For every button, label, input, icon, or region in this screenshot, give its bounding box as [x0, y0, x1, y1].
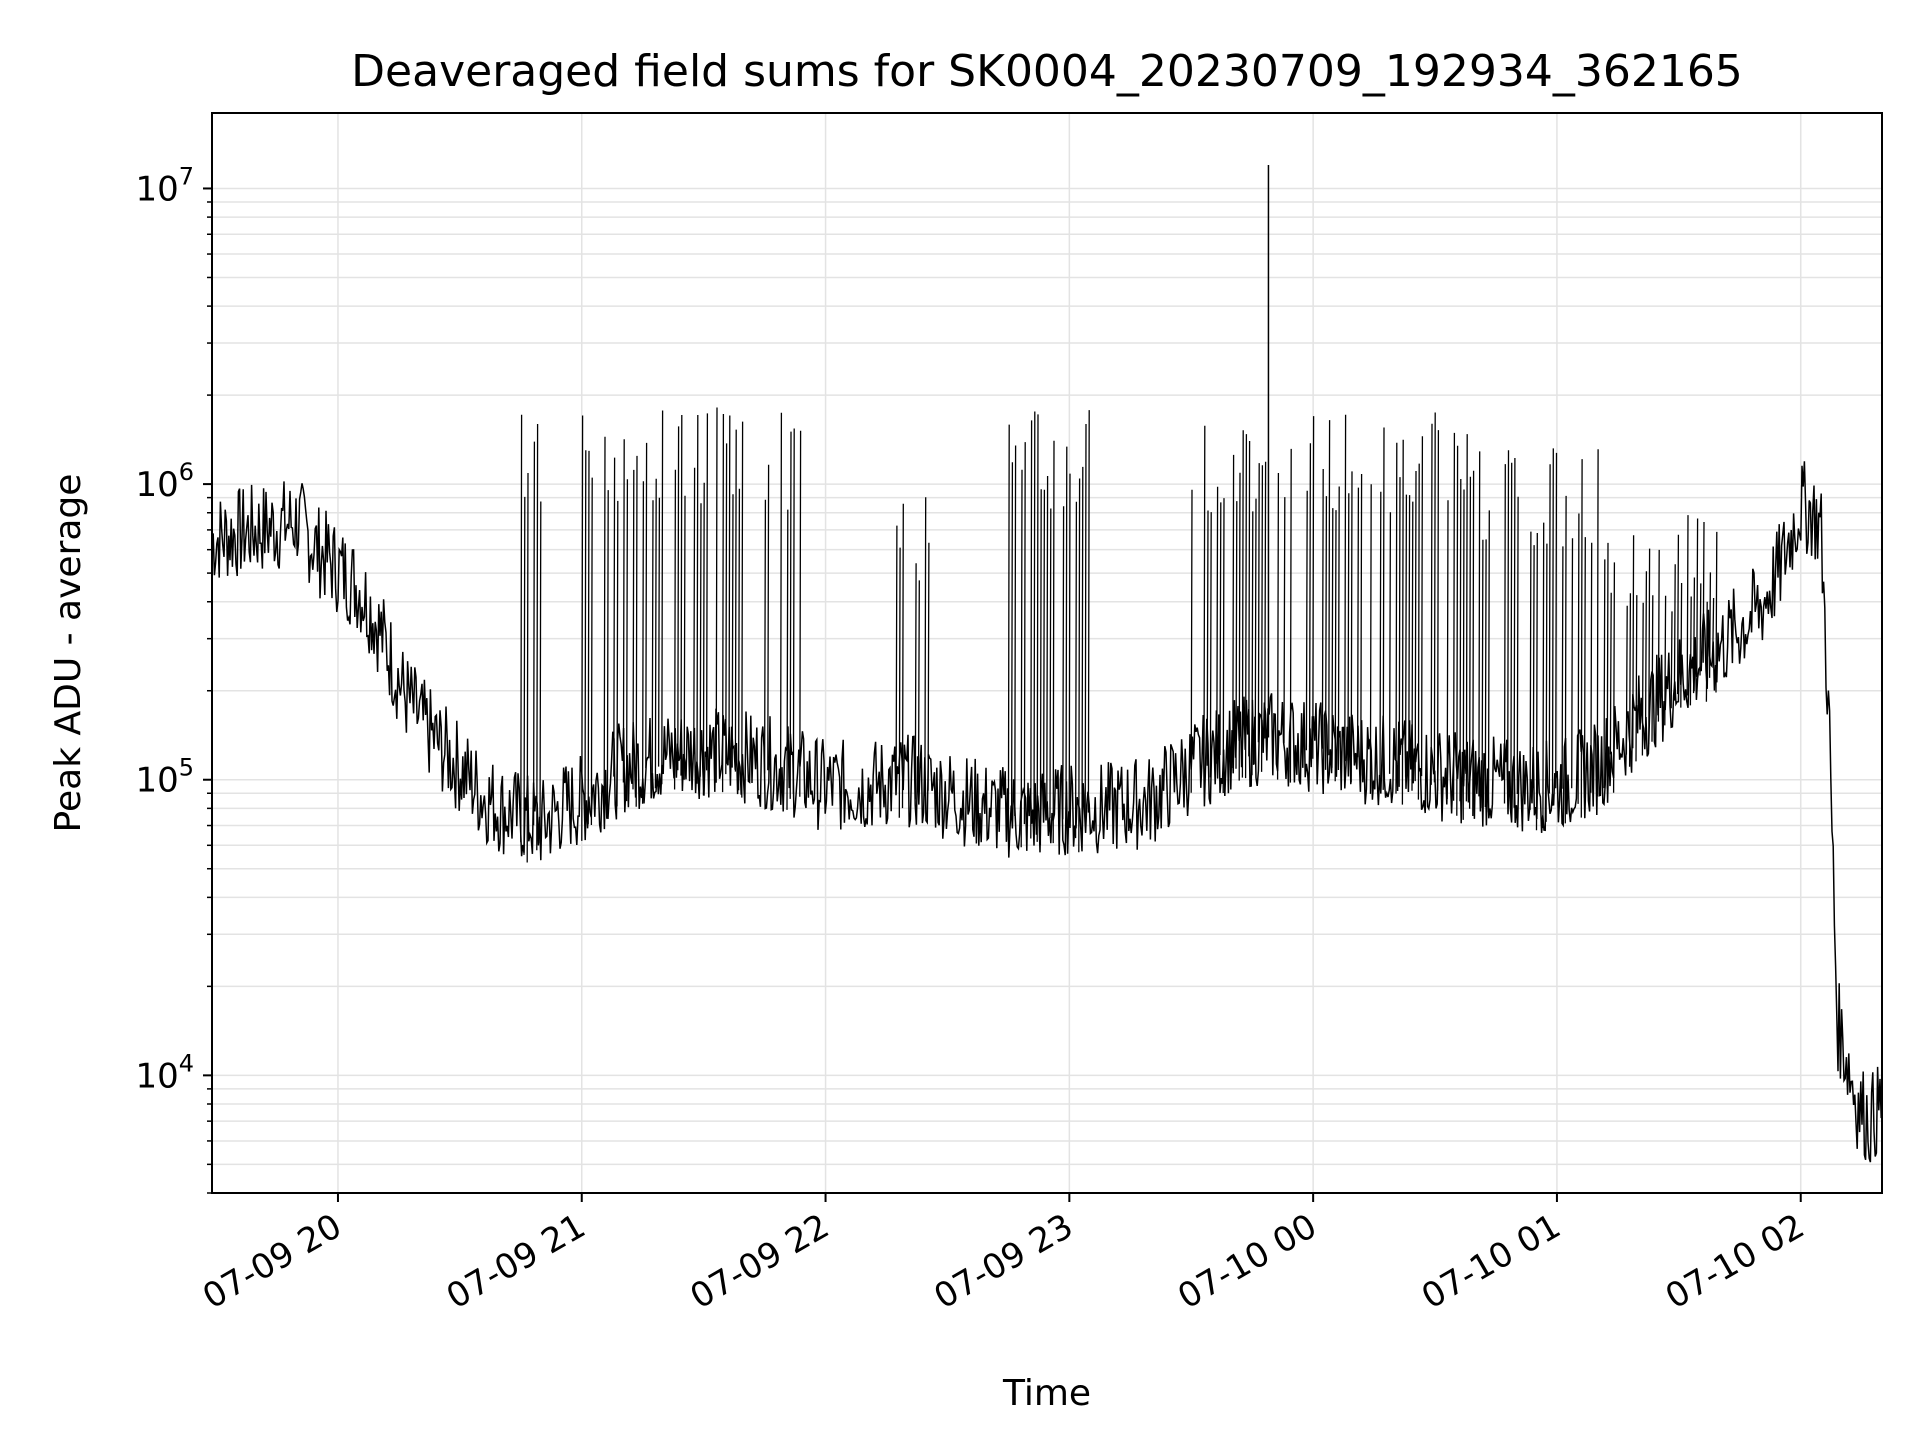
data-line-bursts — [520, 407, 1718, 863]
x-tick-label: 07-09 20 — [196, 1206, 348, 1317]
x-axis: 07-09 20 07-09 21 07-09 22 07-09 23 07-10 00… — [196, 1193, 1811, 1317]
x-tick-label: 07-09 22 — [684, 1206, 836, 1317]
y-tick-label: 104 — [135, 1049, 194, 1096]
y-tick-label: 107 — [135, 162, 194, 209]
x-tick-label: 07-10 01 — [1415, 1206, 1567, 1317]
plot-area — [211, 165, 1882, 1163]
chart-title: Deaveraged field sums for SK0004_2023070… — [351, 46, 1743, 97]
y-tick-label: 106 — [135, 458, 194, 505]
y-axis-label: Peak ADU - average — [48, 474, 89, 833]
data-line — [211, 461, 1882, 1163]
x-tick-label: 07-09 21 — [440, 1206, 592, 1317]
y-axis: 104 105 106 107 — [135, 162, 212, 1194]
axes-frame — [211, 112, 1883, 1194]
x-tick-label: 07-09 23 — [927, 1206, 1079, 1317]
x-axis-label: Time — [1002, 1373, 1091, 1414]
y-tick-label: 105 — [135, 754, 194, 801]
x-tick-label: 07-10 02 — [1659, 1206, 1811, 1317]
x-tick-label: 07-10 00 — [1171, 1206, 1323, 1317]
